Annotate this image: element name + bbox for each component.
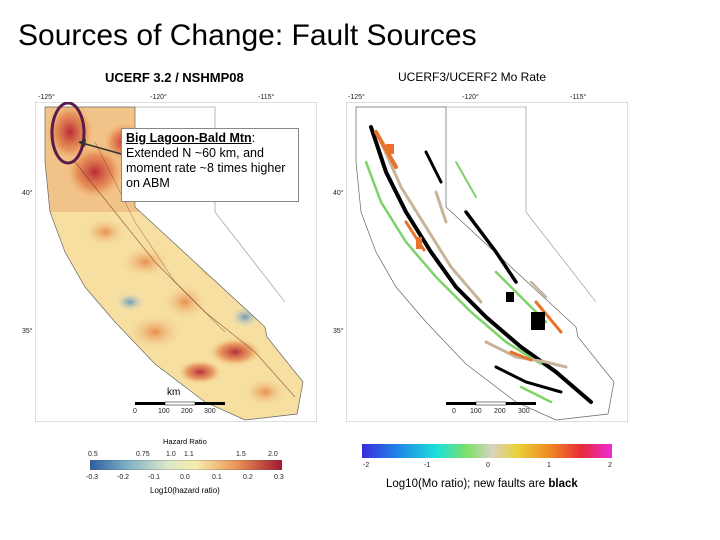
legend-top-tick-1: 0.5 [88, 451, 98, 458]
legend-top-tick-3: 1.0 [166, 451, 176, 458]
callout-body: Extended N ~60 km, and moment rate ~8 ti… [126, 146, 286, 190]
legend-top-tick-2: 0.75 [136, 451, 150, 458]
legend-bottom-tick-4: 0.0 [180, 474, 190, 481]
legend-bottom-tick-3: -0.1 [148, 474, 161, 481]
right-lat-tick-1: 40° [333, 190, 344, 197]
right-caption-bold: black [548, 478, 578, 490]
legend-bottom-tick-5: 0.1 [212, 474, 222, 481]
colorbar-tick-0: 0 [486, 462, 490, 469]
right-lon-tick-2: -120° [462, 94, 479, 101]
legend-bottom-tick-2: -0.2 [117, 474, 130, 481]
legend-bottom-tick-6: 0.2 [243, 474, 253, 481]
right-scale-bar [446, 401, 536, 406]
left-lon-tick-1: -125° [38, 94, 55, 101]
left-legend-xlabel: Log10(hazard ratio) [150, 486, 220, 495]
mo-ratio-colorbar [362, 444, 612, 458]
highlight-ellipse [50, 102, 86, 165]
right-scale-tick-200: 200 [494, 408, 506, 415]
left-lon-tick-2: -120° [150, 94, 167, 101]
callout-title-suffix: : [251, 131, 256, 145]
slide-title: Sources of Change: Fault Sources [18, 19, 477, 52]
left-scale-bar [135, 401, 225, 406]
legend-top-tick-6: 2.0 [268, 451, 278, 458]
colorbar-tick-neg1: -1 [424, 462, 431, 469]
right-lon-tick-3: -115° [570, 94, 587, 101]
colorbar-tick-1: 1 [547, 462, 551, 469]
right-caption: Log10(Mo ratio); new faults are black [386, 478, 578, 490]
right-scale-tick-100: 100 [470, 408, 482, 415]
left-scale-tick-200: 200 [181, 408, 193, 415]
left-scale-tick-100: 100 [158, 408, 170, 415]
right-scale-tick-300: 300 [518, 408, 530, 415]
callout-arrow [78, 139, 126, 156]
left-lat-tick-1: 40° [22, 190, 33, 197]
legend-top-tick-4: 1.1 [184, 451, 194, 458]
callout-title: Big Lagoon-Bald Mtn [126, 131, 252, 145]
legend-top-tick-5: 1.5 [236, 451, 246, 458]
left-scale-unit: km [167, 387, 181, 398]
left-lat-tick-2: 35° [22, 328, 33, 335]
left-scale-tick-300: 300 [204, 408, 216, 415]
right-lat-tick-2: 35° [333, 328, 344, 335]
right-caption-prefix: Log10(Mo ratio); new faults are [386, 478, 549, 490]
hazard-ratio-colorbar [90, 460, 282, 470]
right-lon-tick-1: -125° [348, 94, 365, 101]
legend-bottom-tick-1: -0.3 [86, 474, 99, 481]
left-lon-tick-3: -115° [258, 94, 275, 101]
right-moment-rate-map [346, 102, 628, 422]
colorbar-tick-neg2: -2 [363, 462, 370, 469]
left-scale-tick-0: 0 [133, 408, 137, 415]
left-map-title: UCERF 3.2 / NSHMP08 [105, 70, 244, 85]
left-legend-title: Hazard Ratio [163, 437, 207, 446]
legend-bottom-tick-7: 0.3 [274, 474, 284, 481]
callout-box: Big Lagoon-Bald Mtn: Extended N ~60 km, … [121, 128, 299, 202]
right-map-title: UCERF3/UCERF2 Mo Rate [398, 70, 547, 84]
right-scale-tick-0: 0 [452, 408, 456, 415]
colorbar-tick-2: 2 [608, 462, 612, 469]
